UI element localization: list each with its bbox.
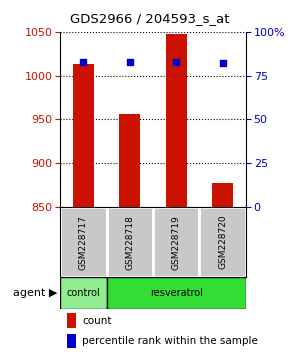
Point	[174, 59, 178, 64]
Bar	[106, 277, 246, 309]
Text: GSM228719: GSM228719	[172, 215, 181, 269]
Text: resveratrol: resveratrol	[150, 288, 203, 298]
Bar	[60, 277, 106, 309]
Text: GSM228718: GSM228718	[125, 215, 134, 269]
Bar	[153, 207, 200, 277]
Bar	[212, 183, 233, 207]
Text: agent ▶: agent ▶	[13, 288, 58, 298]
Text: control: control	[66, 288, 100, 298]
Bar	[119, 114, 140, 207]
Point	[220, 61, 225, 66]
Text: percentile rank within the sample: percentile rank within the sample	[82, 336, 258, 346]
Text: count: count	[82, 316, 111, 326]
Point	[81, 59, 86, 64]
Bar	[106, 207, 153, 277]
Text: GSM228717: GSM228717	[79, 215, 88, 269]
Bar	[60, 207, 106, 277]
Text: GSM228720: GSM228720	[218, 215, 227, 269]
Bar	[73, 64, 94, 207]
Bar	[68, 334, 76, 348]
Bar	[166, 34, 187, 207]
Text: GDS2966 / 204593_s_at: GDS2966 / 204593_s_at	[70, 12, 230, 25]
Bar	[68, 313, 76, 328]
Point	[128, 59, 132, 64]
Bar	[200, 207, 246, 277]
